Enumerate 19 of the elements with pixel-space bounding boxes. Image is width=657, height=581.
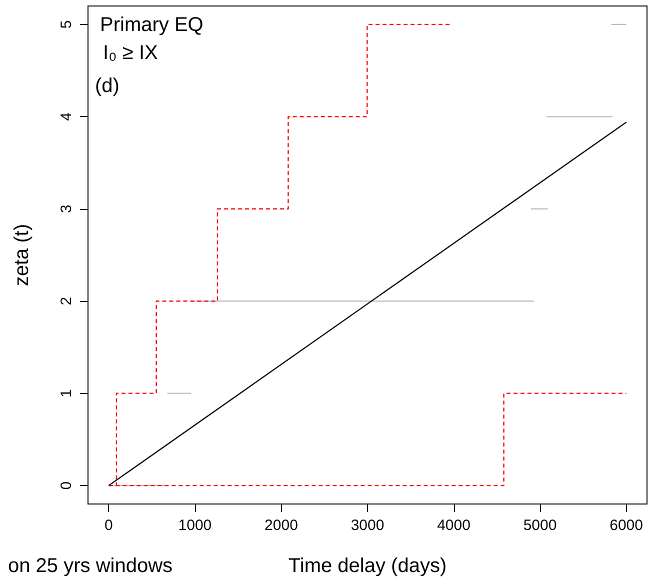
x-tick-label: 3000 (350, 517, 384, 534)
y-tick-label: 3 (58, 204, 75, 214)
x-tick-label: 4000 (437, 517, 470, 534)
annotation: (d) (95, 75, 120, 97)
x-tick-label: 2000 (264, 517, 298, 534)
y-tick-label: 4 (58, 112, 75, 121)
x-tick-label: 5000 (523, 517, 557, 534)
y-tick-label: 5 (58, 20, 75, 29)
x-tick-label: 6000 (610, 517, 643, 534)
text: I₀ ≥ IX (103, 42, 158, 64)
x-tick-label: 1000 (178, 517, 212, 534)
x-tick-label: 0 (104, 517, 113, 534)
x-axis-title: Time delay (days) (288, 555, 447, 577)
y-tick-label: 2 (58, 296, 75, 306)
text: on 25 yrs windows (8, 555, 173, 577)
y-axis-title: zeta (t) (11, 224, 33, 286)
chart-title: Primary EQ (100, 14, 204, 36)
y-tick-label: 0 (58, 481, 75, 490)
y-tick-label: 1 (58, 389, 75, 398)
